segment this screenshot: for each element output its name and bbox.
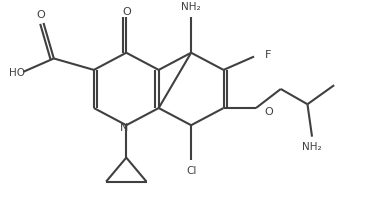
Text: F: F <box>265 50 271 60</box>
Text: NH₂: NH₂ <box>302 142 322 152</box>
Text: Cl: Cl <box>186 166 196 176</box>
Text: O: O <box>122 7 131 16</box>
Text: O: O <box>36 10 45 20</box>
Text: HO: HO <box>9 68 25 78</box>
Text: NH₂: NH₂ <box>181 2 201 12</box>
Text: O: O <box>265 107 273 117</box>
Text: N: N <box>119 123 128 133</box>
